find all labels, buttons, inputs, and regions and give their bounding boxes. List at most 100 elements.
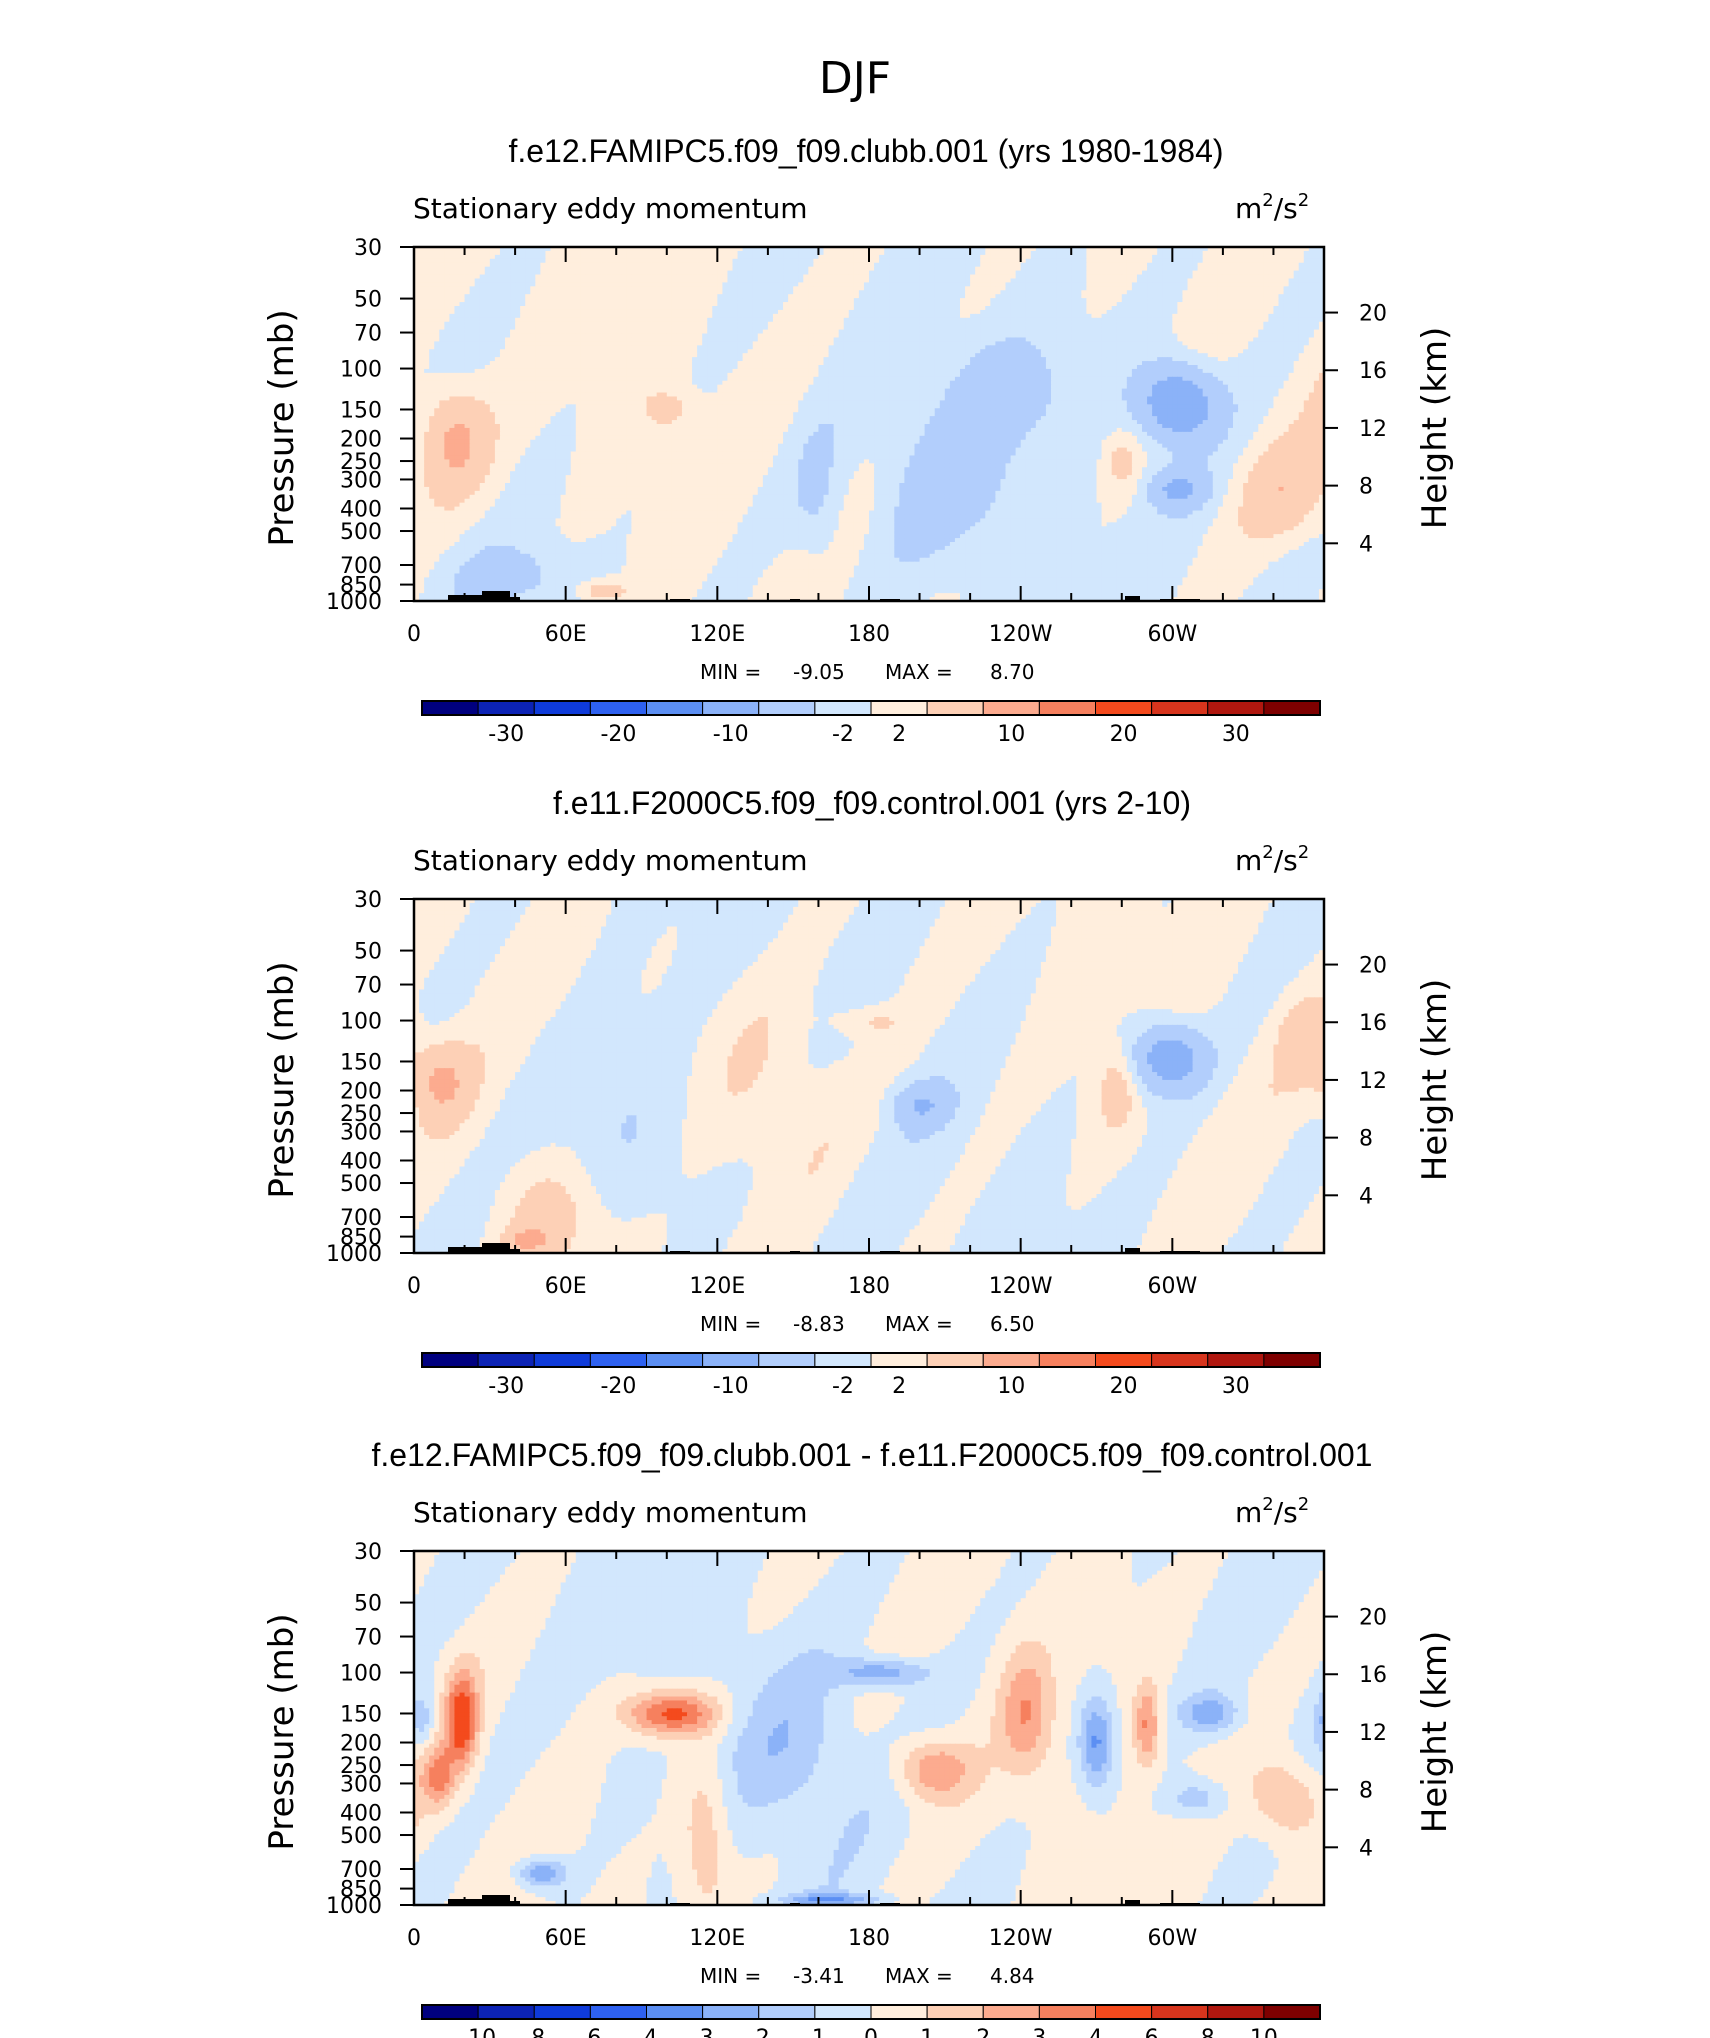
contour-cell xyxy=(1126,290,1133,295)
contour-cell xyxy=(419,258,425,264)
contour-cell xyxy=(676,329,683,335)
contour-cell xyxy=(1278,278,1285,283)
contour-cell xyxy=(1071,282,1077,287)
contour-cell xyxy=(681,278,688,283)
contour-cell xyxy=(919,298,926,303)
contour-cell xyxy=(464,294,471,299)
contour-cell xyxy=(1020,294,1027,299)
contour-cell xyxy=(1273,313,1280,319)
contour-cell xyxy=(1045,302,1052,307)
contour-cell xyxy=(1111,298,1118,303)
contour-cell xyxy=(828,254,835,260)
contour-cell xyxy=(1035,333,1042,339)
contour-cell xyxy=(914,274,921,280)
contour-cell xyxy=(1091,337,1098,342)
contour-cell xyxy=(1152,337,1158,342)
contour-cell xyxy=(1248,247,1254,252)
contour-cell xyxy=(606,282,612,287)
contour-cell xyxy=(469,258,476,264)
contour-cell xyxy=(449,333,456,339)
contour-cell xyxy=(1131,290,1138,295)
contour-cell xyxy=(727,286,734,291)
contour-cell xyxy=(1187,282,1194,287)
contour-cell xyxy=(1182,247,1189,252)
contour-cell xyxy=(444,306,450,311)
contour-cell xyxy=(449,254,456,260)
contour-cell xyxy=(828,250,835,256)
contour-cell xyxy=(616,250,622,256)
contour-cell xyxy=(1162,321,1168,327)
contour-cell xyxy=(601,290,607,295)
contour-cell xyxy=(454,298,461,303)
contour-cell xyxy=(651,302,658,307)
contour-cell xyxy=(1000,353,1007,358)
contour-cell xyxy=(530,309,536,315)
contour-cell xyxy=(1157,294,1163,299)
contour-cell xyxy=(869,258,875,264)
contour-cell xyxy=(550,290,557,295)
contour-cell xyxy=(894,309,900,315)
contour-cell xyxy=(525,270,531,276)
contour-cell xyxy=(414,317,420,323)
contour-cell xyxy=(702,258,708,264)
contour-cell xyxy=(1303,247,1310,252)
contour-cell xyxy=(717,321,723,327)
contour-cell xyxy=(1197,349,1204,354)
contour-cell xyxy=(1192,321,1199,327)
contour-cell xyxy=(1278,317,1285,323)
contour-cell xyxy=(1263,247,1269,252)
contour-cell xyxy=(1015,278,1022,283)
contour-cell xyxy=(611,325,617,331)
contour-cell xyxy=(1091,309,1098,315)
contour-cell xyxy=(1131,341,1138,346)
contour-cell xyxy=(459,313,466,319)
contour-cell xyxy=(515,270,521,276)
contour-cell xyxy=(1182,262,1189,268)
contour-cell xyxy=(1126,298,1133,303)
contour-cell xyxy=(1187,349,1194,354)
contour-cell xyxy=(737,274,744,280)
contour-cell xyxy=(894,345,900,350)
contour-cell xyxy=(1005,321,1012,327)
contour-cell xyxy=(1288,266,1295,272)
contour-cell xyxy=(1147,309,1153,315)
contour-cell xyxy=(1106,274,1113,280)
contour-cell xyxy=(863,254,870,260)
contour-cell xyxy=(934,345,941,350)
contour-cell xyxy=(1147,321,1153,327)
contour-cell xyxy=(1051,286,1057,291)
contour-cell xyxy=(793,333,799,339)
contour-cell xyxy=(1233,306,1239,311)
contour-cell xyxy=(1096,341,1103,346)
contour-cell xyxy=(778,337,784,342)
contour-cell xyxy=(601,298,607,303)
contour-cell xyxy=(1035,266,1042,272)
contour-cell xyxy=(995,282,1002,287)
contour-cell xyxy=(646,313,653,319)
contour-cell xyxy=(1298,333,1305,339)
contour-cell xyxy=(954,321,961,327)
contour-cell xyxy=(414,266,420,272)
contour-cell xyxy=(469,247,476,252)
contour-cell xyxy=(843,290,850,295)
contour-cell xyxy=(570,317,577,323)
contour-cell xyxy=(1318,282,1325,287)
contour-cell xyxy=(788,341,794,346)
contour-cell xyxy=(611,345,617,350)
contour-cell xyxy=(1258,258,1264,264)
contour-cell xyxy=(1217,254,1224,260)
contour-cell xyxy=(899,278,905,283)
contour-cell xyxy=(429,306,435,311)
contour-cell xyxy=(580,317,587,323)
contour-cell xyxy=(762,258,769,264)
contour-cell xyxy=(474,294,481,299)
contour-cell xyxy=(636,298,643,303)
contour-cell xyxy=(434,270,440,276)
contour-cell xyxy=(848,313,855,319)
contour-cell xyxy=(1318,258,1325,264)
contour-cell xyxy=(1318,294,1325,299)
contour-cell xyxy=(1106,286,1113,291)
contour-cell xyxy=(757,302,764,307)
contour-cell xyxy=(1015,341,1022,346)
contour-cell xyxy=(1253,294,1259,299)
